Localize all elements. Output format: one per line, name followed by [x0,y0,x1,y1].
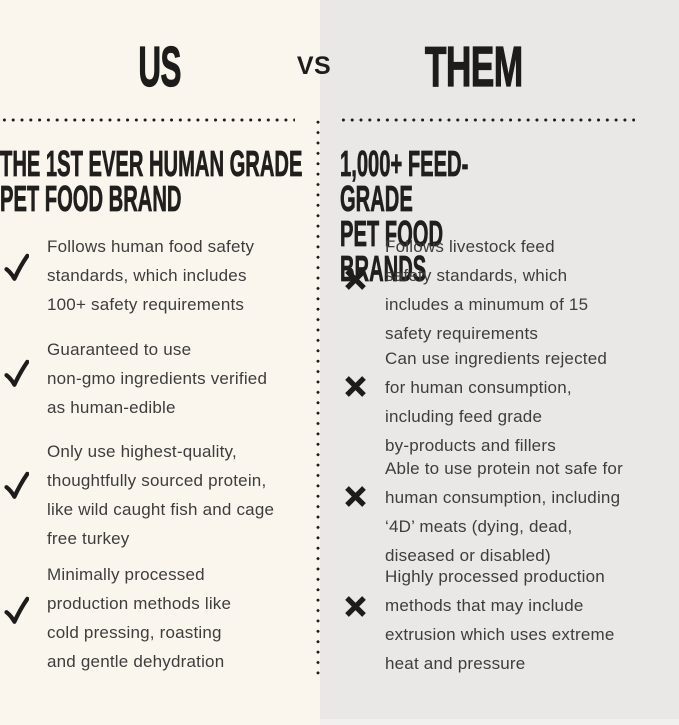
check-icon [4,252,29,283]
them-drawback-text: Able to use protein not safe for human c… [385,459,623,565]
x-icon [344,485,367,508]
us-title-text: US [138,35,182,99]
x-icon [344,595,367,618]
check-icon [4,595,29,626]
them-drawback-text: Follows livestock feed safety standards,… [385,237,589,343]
us-benefit-text: Follows human food safety standards, whi… [47,237,255,314]
them-heading-text: 1,000+ FEED-GRADE PET FOOD BRANDS [340,143,469,289]
us-benefit-text: Only use highest-quality, thoughtfully s… [47,442,275,548]
them-drawback-text: Can use ingredients rejected for human c… [385,349,608,455]
check-icon [4,470,29,501]
them-title: THEM [320,35,628,99]
them-title-text: THEM [425,35,524,99]
them-heading: 1,000+ FEED-GRADE PET FOOD BRANDS [340,143,679,289]
us-dotted-divider [0,118,295,122]
them-dotted-divider [339,118,635,122]
x-icon [344,375,367,398]
us-heading-text: THE 1ST EVER HUMAN GRADE PET FOOD BRAND [0,143,303,219]
us-benefit-text: Guaranteed to use non-gmo ingredients ve… [47,340,268,417]
them-drawback-item: Able to use protein not safe for human c… [345,454,670,570]
us-benefit-item: Minimally processed production methods l… [4,560,307,676]
us-benefit-item: Guaranteed to use non-gmo ingredients ve… [4,335,307,422]
check-icon [4,358,29,389]
us-benefit-item: Only use highest-quality, thoughtfully s… [4,437,307,553]
them-drawback-text: Highly processed production methods that… [385,567,615,673]
bottom-edge-strip [320,719,679,725]
them-drawback-item: Follows livestock feed safety standards,… [345,232,670,348]
us-heading: THE 1ST EVER HUMAN GRADE PET FOOD BRAND [0,143,540,219]
x-icon [344,268,367,291]
us-title: US [0,35,320,99]
us-benefit-text: Minimally processed production methods l… [47,565,232,671]
them-drawback-item: Can use ingredients rejected for human c… [345,344,670,460]
vertical-dotted-divider [316,117,320,678]
vs-label: VS [296,52,332,80]
them-drawback-item: Highly processed production methods that… [345,562,670,678]
us-benefit-item: Follows human food safety standards, whi… [4,232,307,319]
